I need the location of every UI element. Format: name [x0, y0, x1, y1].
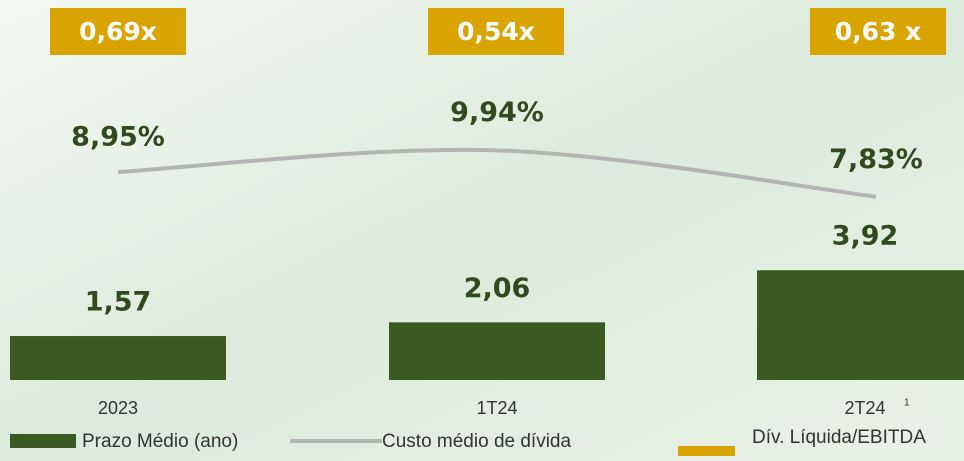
bar — [389, 322, 605, 380]
bar-value-label: 3,92 — [832, 221, 899, 252]
x-tick-label: 1T24 — [476, 398, 517, 418]
ratio-label: 0,54x — [457, 17, 535, 46]
x-tick-label: 2T24 — [844, 398, 885, 418]
bar — [10, 336, 226, 380]
bar-value-label: 2,06 — [464, 273, 531, 304]
legend-swatch — [10, 434, 76, 448]
line-value-label: 8,95% — [71, 122, 165, 153]
x-tick-label: 2023 — [98, 398, 138, 418]
line-value-label: 9,94% — [450, 97, 544, 128]
legend-swatch — [678, 446, 735, 456]
legend-label: Custo médio de dívida — [382, 431, 571, 452]
bar-value-label: 1,57 — [85, 287, 152, 318]
ratio-label: 0,69x — [79, 17, 157, 46]
legend-label: Dív. Líquida/EBITDA — [752, 427, 926, 448]
background — [0, 0, 964, 461]
chart: 2023 1T24 2T24 1 1,57 2,06 3,92 8,95% 9,94% 7,83%… — [0, 0, 964, 461]
ratio-label: 0,63 x — [835, 17, 922, 46]
annotation: 1 — [904, 398, 910, 409]
bar — [757, 270, 964, 380]
line-value-label: 7,83% — [829, 144, 923, 175]
legend-label: Prazo Médio (ano) — [82, 431, 238, 452]
